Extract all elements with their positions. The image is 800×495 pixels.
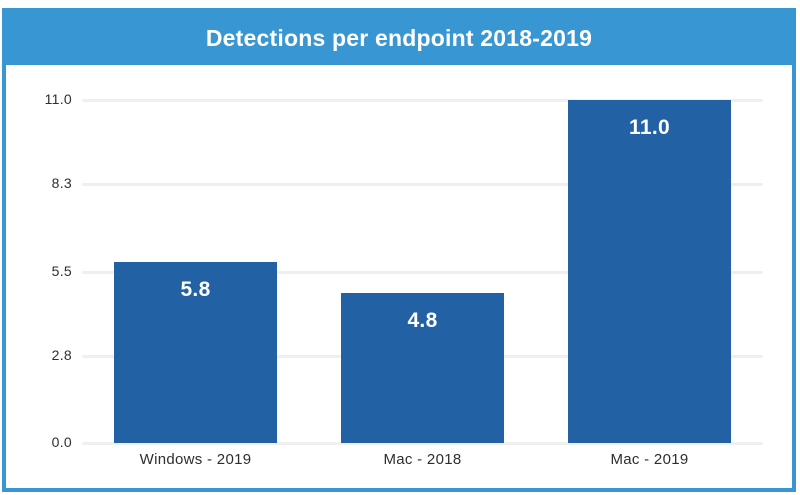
gridline <box>82 99 763 102</box>
plot-region: 0.0 2.8 5.5 8.3 11.0 5.8 4.8 11.0 Windows - 20… <box>6 65 792 488</box>
bar-value-label: 4.8 <box>407 309 438 332</box>
bar-slot: 4.8 <box>309 65 536 443</box>
bar-mac-2018: 4.8 <box>341 293 504 443</box>
y-tick-label: 11.0 <box>44 91 72 107</box>
y-tick-label: 8.3 <box>51 175 72 192</box>
bar-windows-2019: 5.8 <box>114 262 277 443</box>
bars-container: 5.8 4.8 11.0 <box>82 65 763 443</box>
x-category-label: Windows - 2019 <box>139 451 252 468</box>
bar-value-label: 11.0 <box>629 116 670 139</box>
gridline <box>82 183 763 187</box>
gridline <box>82 442 763 445</box>
y-tick-label: 2.8 <box>51 346 72 363</box>
chart-title: Detections per endpoint 2018-2019 <box>205 25 593 51</box>
bar-slot: 5.8 <box>82 65 309 443</box>
y-tick-label: 0.0 <box>51 434 72 450</box>
x-category-label: Mac - 2019 <box>610 451 689 468</box>
x-axis-labels: Windows - 2019 Mac - 2018 Mac - 2019 <box>82 443 763 483</box>
chart-title-bar: Detections per endpoint 2018-2019 <box>6 12 792 65</box>
gridline <box>82 270 763 274</box>
y-tick-label: 5.5 <box>51 262 72 279</box>
bar-mac-2019: 11.0 <box>568 100 731 443</box>
bar-slot: 11.0 <box>536 65 763 443</box>
bar-value-label: 5.8 <box>180 278 211 301</box>
chart-card: Detections per endpoint 2018-2019 0.0 2.8… <box>2 8 796 492</box>
x-category-label: Mac - 2018 <box>383 451 462 468</box>
